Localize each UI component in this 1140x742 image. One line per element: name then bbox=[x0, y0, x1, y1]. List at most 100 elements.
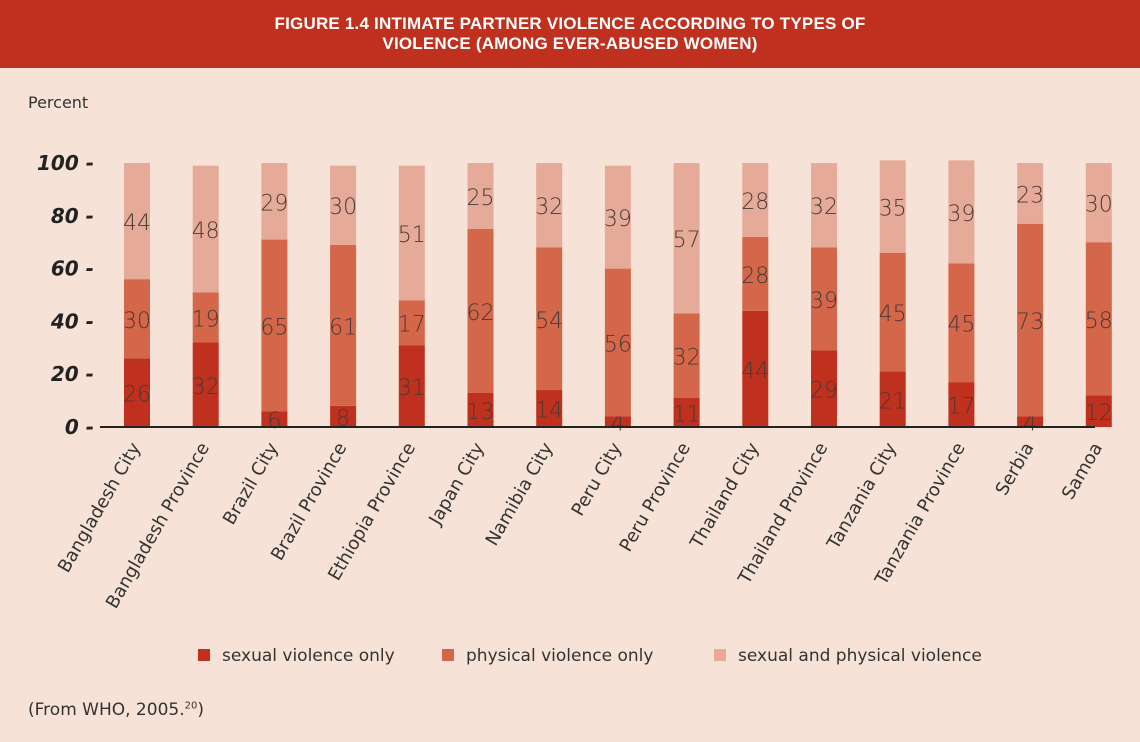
bar-segment bbox=[742, 236, 769, 311]
source-text: (From WHO, 2005. bbox=[28, 700, 185, 720]
category-label: Serbia bbox=[992, 439, 1039, 499]
bar-segment bbox=[261, 163, 288, 240]
bar-segment bbox=[742, 163, 769, 237]
data-label: 45 bbox=[879, 302, 907, 327]
data-label: 32 bbox=[535, 195, 563, 220]
bar-segment bbox=[124, 358, 150, 427]
data-label: 73 bbox=[1016, 310, 1044, 335]
data-label: 39 bbox=[810, 289, 838, 314]
data-label: 29 bbox=[260, 191, 288, 216]
data-label: 57 bbox=[673, 228, 701, 253]
figure-title: FIGURE 1.4 INTIMATE PARTNER VIOLENCE ACC… bbox=[0, 0, 1140, 68]
bar-segment bbox=[879, 371, 906, 427]
data-label: 32 bbox=[192, 375, 220, 400]
data-label: 26 bbox=[123, 383, 151, 408]
bar-segment bbox=[1017, 223, 1044, 417]
data-label: 44 bbox=[741, 359, 769, 384]
category-label: Peru City bbox=[567, 439, 626, 520]
data-label: 12 bbox=[1085, 401, 1113, 426]
bar-segment bbox=[261, 239, 288, 412]
bar-segment bbox=[398, 345, 425, 427]
data-label: 45 bbox=[947, 313, 975, 338]
y-tick-label: 100 - bbox=[37, 151, 94, 175]
bar-segment bbox=[192, 292, 219, 343]
data-label: 61 bbox=[329, 315, 357, 340]
data-label: 30 bbox=[123, 309, 151, 334]
bar-segment bbox=[948, 263, 975, 383]
data-label: 65 bbox=[260, 315, 288, 340]
bar-segment bbox=[398, 300, 425, 346]
bar-segment bbox=[604, 416, 631, 427]
data-label: 21 bbox=[879, 389, 907, 414]
bar-segment bbox=[330, 244, 357, 406]
bar-segment bbox=[673, 397, 700, 427]
bar-segment bbox=[673, 313, 700, 398]
data-label: 56 bbox=[604, 333, 632, 358]
data-label: 29 bbox=[810, 379, 838, 404]
legend-swatch bbox=[442, 649, 454, 661]
legend-swatch bbox=[714, 649, 726, 661]
category-label: Peru Province bbox=[616, 439, 695, 556]
bar-segment bbox=[811, 350, 837, 427]
data-label: 32 bbox=[810, 195, 838, 220]
bar-segment bbox=[948, 382, 975, 427]
y-tick-label: 80 - bbox=[51, 204, 94, 228]
data-label: 17 bbox=[947, 395, 975, 420]
source-superscript: 20 bbox=[184, 700, 198, 712]
bar-segment bbox=[604, 165, 631, 269]
data-label: 58 bbox=[1085, 309, 1113, 334]
bar-segment bbox=[1085, 395, 1112, 427]
legend-label: sexual and physical violence bbox=[738, 646, 982, 666]
data-label: 39 bbox=[947, 202, 975, 227]
legend-swatch bbox=[198, 649, 210, 661]
data-label: 62 bbox=[467, 301, 495, 326]
bar-segment bbox=[124, 279, 150, 359]
bar-segment bbox=[192, 165, 219, 293]
data-label: 28 bbox=[741, 264, 769, 289]
data-label: 28 bbox=[741, 190, 769, 215]
data-label: 8 bbox=[336, 406, 350, 431]
legend-label: sexual violence only bbox=[222, 646, 395, 666]
data-label: 4 bbox=[1023, 412, 1037, 437]
bar-segment bbox=[536, 163, 563, 248]
data-label: 11 bbox=[673, 402, 701, 427]
data-label: 32 bbox=[673, 346, 701, 371]
category-label: Thailand City bbox=[686, 439, 764, 553]
bar-segment bbox=[604, 268, 631, 417]
bar-segment bbox=[536, 247, 563, 391]
data-label: 31 bbox=[398, 376, 426, 401]
bar-segment bbox=[467, 163, 494, 229]
y-tick-label: 40 - bbox=[50, 309, 94, 333]
bar-segment bbox=[948, 160, 975, 264]
bar-segment bbox=[742, 310, 769, 427]
data-label: 48 bbox=[192, 219, 220, 244]
bar-segment bbox=[1085, 242, 1112, 396]
data-label: 19 bbox=[192, 307, 220, 332]
bar-segment bbox=[1085, 163, 1112, 243]
bar-segment bbox=[879, 160, 906, 253]
data-label: 44 bbox=[123, 211, 151, 236]
bar-segment bbox=[1017, 163, 1044, 224]
y-tick-label: 20 - bbox=[51, 362, 94, 386]
category-label: Samoa bbox=[1058, 439, 1107, 503]
data-label: 14 bbox=[535, 399, 563, 424]
category-label: Japan City bbox=[425, 439, 489, 530]
figure-title-line-2: VIOLENCE (AMONG EVER-ABUSED WOMEN) bbox=[382, 34, 758, 53]
bar-segment bbox=[330, 165, 357, 245]
data-label: 30 bbox=[329, 195, 357, 220]
data-label: 13 bbox=[467, 400, 495, 425]
bar-segment bbox=[192, 342, 219, 427]
bar-segment bbox=[879, 252, 906, 372]
category-label: Namibia City bbox=[482, 439, 558, 550]
bar-segment bbox=[261, 411, 288, 427]
bar-segment bbox=[467, 392, 494, 427]
source-note: (From WHO, 2005.20) bbox=[28, 700, 204, 720]
bar-segment bbox=[398, 165, 425, 301]
data-label: 4 bbox=[611, 412, 625, 437]
data-label: 25 bbox=[467, 186, 495, 211]
legend-label: physical violence only bbox=[466, 646, 653, 666]
source-closing: ) bbox=[197, 700, 204, 720]
data-label: 35 bbox=[879, 197, 907, 222]
bar-segment bbox=[1017, 416, 1044, 427]
